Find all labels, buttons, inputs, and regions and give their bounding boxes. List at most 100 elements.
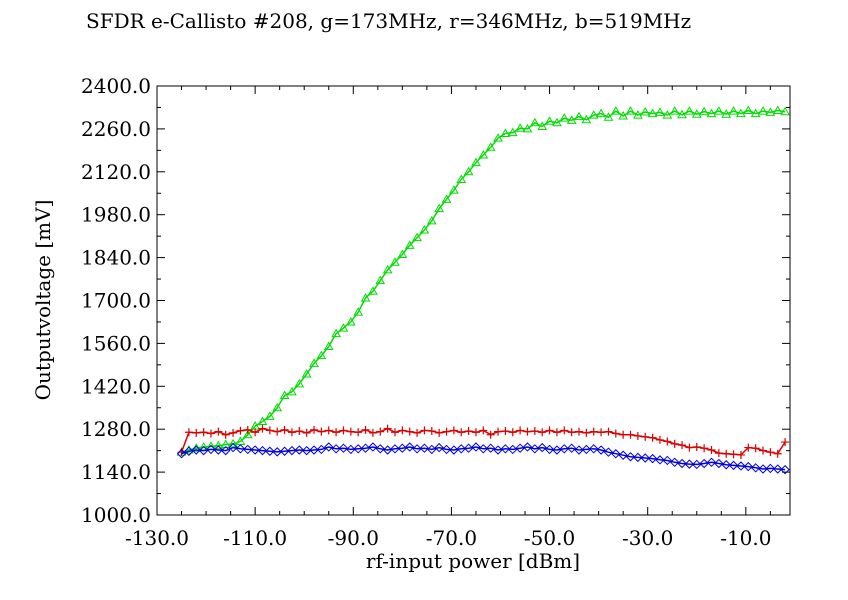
- data-point-diamond: [265, 446, 275, 456]
- data-point-triangle: [713, 106, 724, 115]
- data-point-plus: [494, 427, 503, 436]
- data-point-plus: [317, 427, 326, 436]
- data-point-triangle: [316, 350, 327, 360]
- data-point-triangle: [368, 286, 378, 295]
- data-point-plus: [405, 427, 414, 436]
- data-point-plus: [736, 450, 745, 459]
- y-tick-label: 1980.0: [81, 203, 151, 227]
- data-point-plus: [398, 426, 407, 435]
- series-2: [176, 442, 790, 475]
- data-point-diamond: [427, 444, 437, 455]
- data-point-triangle: [640, 107, 651, 116]
- data-point-plus: [545, 426, 554, 435]
- data-point-diamond: [684, 459, 695, 469]
- data-point-plus: [486, 430, 495, 439]
- data-point-diamond: [669, 457, 680, 468]
- data-point-triangle: [397, 249, 408, 259]
- data-point-triangle: [706, 108, 717, 118]
- data-point-triangle: [655, 107, 665, 116]
- data-point-diamond: [566, 443, 577, 453]
- data-point-plus: [464, 427, 473, 436]
- chart-title: SFDR e-Callisto #208, g=173MHz, r=346MHz…: [86, 9, 691, 33]
- data-point-diamond: [706, 457, 717, 468]
- data-point-diamond: [279, 446, 290, 456]
- data-point-diamond: [419, 443, 430, 453]
- data-point-plus: [560, 426, 569, 435]
- data-point-plus: [611, 429, 620, 438]
- data-point-plus: [287, 428, 296, 437]
- data-point-triangle: [559, 113, 570, 122]
- y-tick-label: 2260.0: [81, 117, 151, 141]
- data-point-diamond: [463, 443, 474, 453]
- data-point-triangle: [434, 203, 445, 213]
- data-point-plus: [295, 427, 304, 436]
- data-point-plus: [192, 428, 201, 437]
- data-point-triangle: [552, 117, 562, 127]
- data-point-triangle: [522, 123, 533, 133]
- data-point-triangle: [213, 440, 224, 450]
- data-point-diamond: [198, 445, 209, 456]
- data-point-diamond: [478, 444, 489, 454]
- y-axis-ticks: 1000.0 1140.0 1280.0 1420.0 1560.0 1700.0 1840…: [81, 74, 790, 527]
- data-point-diamond: [515, 443, 525, 453]
- data-point-diamond: [360, 443, 371, 453]
- data-point-plus: [655, 435, 664, 444]
- data-point-diamond: [559, 444, 569, 454]
- data-point-diamond: [176, 449, 187, 459]
- y-tick-label: 1140.0: [81, 460, 151, 484]
- data-point-diamond: [471, 442, 481, 452]
- data-point-plus: [214, 427, 223, 436]
- data-point-triangle: [375, 275, 386, 285]
- data-point-diamond: [596, 445, 606, 455]
- data-point-triangle: [633, 110, 643, 119]
- data-point-diamond: [243, 444, 253, 455]
- data-point-triangle: [390, 257, 400, 266]
- data-point-diamond: [213, 445, 224, 455]
- x-tick-label: -70.0: [426, 526, 477, 550]
- data-point-plus: [582, 428, 591, 437]
- data-point-triangle: [485, 142, 496, 151]
- data-point-plus: [265, 426, 274, 435]
- data-point-triangle: [736, 108, 746, 118]
- data-point-triangle: [772, 105, 783, 115]
- data-point-triangle: [647, 108, 658, 118]
- y-tick-label: 1700.0: [81, 289, 151, 313]
- data-point-triangle: [287, 386, 297, 396]
- series-layer: [176, 105, 790, 475]
- data-point-plus: [773, 449, 782, 458]
- data-point-triangle: [279, 390, 290, 399]
- data-point-diamond: [574, 445, 584, 455]
- data-point-triangle: [537, 121, 548, 130]
- data-point-plus: [700, 444, 709, 453]
- data-point-diamond: [508, 444, 518, 455]
- data-point-diamond: [228, 442, 238, 453]
- data-point-diamond: [375, 444, 385, 454]
- data-point-diamond: [633, 452, 643, 463]
- data-point-diamond: [640, 453, 650, 463]
- data-point-plus: [471, 428, 480, 437]
- data-point-triangle: [684, 106, 695, 115]
- data-point-triangle: [272, 402, 283, 412]
- data-point-diamond: [353, 444, 363, 454]
- data-point-triangle: [662, 110, 673, 119]
- data-point-plus: [221, 430, 230, 439]
- data-point-diamond: [618, 450, 628, 460]
- data-point-diamond: [220, 445, 231, 456]
- data-point-plus: [413, 428, 422, 437]
- data-point-triangle: [478, 149, 489, 159]
- data-point-plus: [714, 449, 723, 458]
- data-point-diamond: [552, 445, 562, 455]
- data-point-plus: [206, 429, 215, 438]
- data-point-plus: [354, 428, 363, 437]
- data-point-diamond: [485, 443, 496, 453]
- data-point-diamond: [736, 461, 746, 471]
- data-point-diamond: [250, 445, 260, 455]
- data-point-diamond: [603, 447, 614, 457]
- data-point-plus: [670, 439, 679, 448]
- data-point-triangle: [242, 429, 253, 439]
- data-point-triangle: [353, 307, 364, 316]
- data-point-triangle: [493, 133, 503, 142]
- data-point-plus: [332, 428, 341, 437]
- data-point-plus: [442, 427, 451, 436]
- data-point-triangle: [294, 378, 305, 388]
